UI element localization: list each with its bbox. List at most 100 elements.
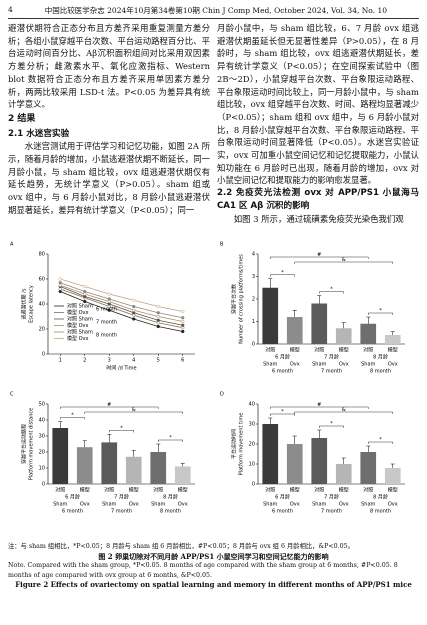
category-label: 模型 [80, 487, 90, 494]
bracket [319, 291, 344, 294]
bar [262, 287, 279, 344]
point [156, 304, 160, 309]
x-tick-label: 5 [157, 358, 160, 364]
group-label-en: 6 month [272, 369, 293, 375]
point [83, 299, 87, 304]
bracket [270, 274, 295, 277]
bar [360, 452, 377, 484]
group-label-en: 6 month [272, 509, 293, 515]
point [132, 304, 136, 309]
bar [174, 466, 191, 484]
group-label: 8 月龄 [163, 494, 178, 501]
bracket [270, 406, 369, 409]
title-en: Figure 2 Effects of ovariectomy on spati… [15, 580, 412, 589]
group-label-en: 7 month [321, 369, 342, 375]
line [60, 282, 183, 319]
legend-group: 6 month [96, 307, 117, 313]
bar [311, 303, 328, 344]
significance: * [71, 413, 74, 419]
category-label: 模型 [290, 487, 300, 494]
category-label: 模型 [339, 347, 349, 354]
line [60, 291, 183, 332]
x-tick-label: 4 [132, 358, 135, 364]
y-tick-label: 0 [252, 482, 255, 488]
sublabel: Ovx [178, 502, 188, 508]
y-tick-label: 3 [252, 274, 255, 280]
x-tick-label: 6 [181, 358, 184, 364]
category-label: 对照 [265, 487, 275, 494]
bar [262, 424, 279, 484]
group-label: 7 月龄 [114, 494, 129, 501]
group-label: 6 月龄 [275, 354, 290, 361]
significance: # [317, 402, 321, 408]
point [181, 309, 185, 314]
point [83, 289, 87, 294]
significance: # [317, 252, 321, 258]
bracket [368, 441, 393, 444]
bracket [270, 413, 295, 416]
y-label: 穿越平台次数 [231, 284, 238, 314]
bar [335, 328, 352, 344]
bracket [294, 411, 393, 414]
group-label: 6 月龄 [275, 494, 290, 501]
point [156, 324, 160, 329]
panel-label: B [220, 242, 224, 248]
line [60, 284, 183, 322]
sublabel: Sham [53, 502, 67, 508]
category-label: 对照 [363, 347, 373, 354]
sublabel: Ovx [290, 362, 300, 368]
sublabel: Ovx [388, 502, 398, 508]
heading: 2 结果 [8, 113, 36, 124]
significance: * [330, 287, 333, 293]
point [156, 314, 160, 319]
significance: * [379, 437, 382, 443]
point [181, 316, 185, 320]
panel-label: D [220, 392, 224, 398]
y-label-en: Platform movement time [239, 413, 245, 476]
bracket [60, 406, 159, 409]
significance: * [169, 435, 172, 441]
bar [384, 468, 401, 484]
significance: & [342, 257, 346, 263]
group-label: 6 月龄 [65, 494, 80, 501]
bar [335, 464, 352, 484]
point [156, 318, 160, 322]
point [83, 284, 87, 289]
bracket [368, 312, 393, 315]
y-tick-label: 20 [249, 442, 255, 448]
bracket [60, 417, 85, 420]
y-tick-label: 40 [39, 302, 45, 308]
bracket [319, 425, 344, 428]
category-label: 模型 [388, 487, 398, 494]
bar [52, 428, 69, 484]
sublabel: Ovx [339, 502, 349, 508]
y-label-en: Platform movement distance [29, 408, 35, 481]
group-label: 8 月龄 [373, 354, 388, 361]
bar [286, 444, 303, 484]
bar [286, 317, 303, 344]
point [181, 319, 185, 324]
x-tick-label: 2 [83, 358, 86, 364]
y-tick-label: 20 [39, 450, 45, 456]
y-tick-label: 1 [252, 319, 255, 325]
page-number: 4 [8, 5, 13, 14]
bar [311, 438, 328, 484]
note-en: Note. Compared with the sham group, *P<0… [8, 562, 398, 579]
category-label: 对照 [363, 487, 373, 494]
y-tick-label: 0 [42, 482, 45, 488]
significance: # [107, 402, 111, 408]
paragraph: 月龄小鼠中，与 sham 组比较，6、7 月龄 ovx 组逃避潜伏期虽延长但无显… [217, 23, 419, 186]
bracket [158, 439, 183, 442]
group-label-en: 8 month [370, 509, 391, 515]
point [58, 277, 62, 281]
point [107, 297, 111, 301]
bracket [109, 430, 134, 433]
paragraph: 避潜伏期符合正态分布且方差齐采用重复测量方差分析；各组小鼠穿越平台次数、平台运动… [8, 23, 210, 110]
y-tick-label: 40 [249, 402, 255, 408]
y-label: 穿越平台运动路程 [21, 424, 28, 464]
left-column: 避潜伏期符合正态分布且方差齐采用重复测量方差分析；各组小鼠穿越平台次数、平台运动… [8, 22, 210, 217]
y-tick-label: 80 [39, 252, 45, 258]
significance: & [342, 407, 346, 413]
significance: & [132, 407, 136, 413]
